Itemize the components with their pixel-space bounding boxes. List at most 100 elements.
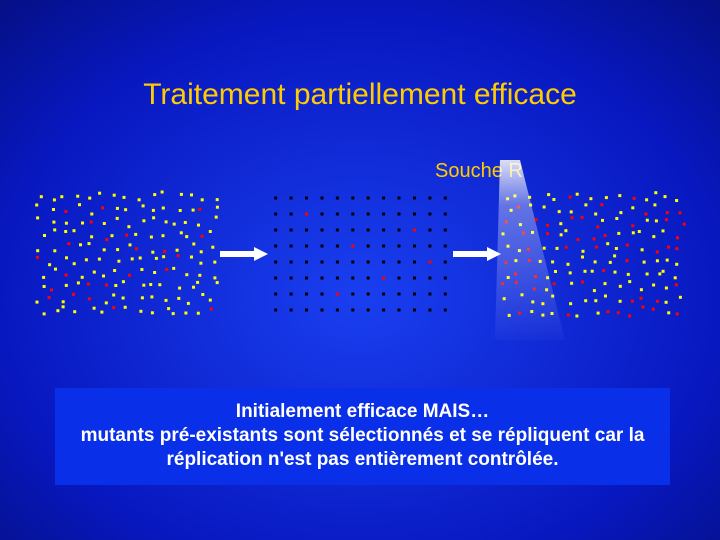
dot xyxy=(653,203,656,206)
dot xyxy=(88,297,91,300)
dot xyxy=(305,229,308,232)
dot xyxy=(201,198,204,201)
dot xyxy=(153,193,156,196)
dot xyxy=(413,277,416,280)
dot xyxy=(73,262,76,265)
dot xyxy=(274,245,277,248)
dot xyxy=(594,213,597,216)
dot xyxy=(351,309,354,312)
dot xyxy=(201,235,204,238)
dot xyxy=(305,197,308,200)
dot xyxy=(539,260,542,263)
dot xyxy=(179,209,182,212)
dot xyxy=(564,229,567,232)
dot xyxy=(584,203,587,206)
dot xyxy=(305,245,308,248)
dot xyxy=(581,256,584,259)
dot xyxy=(290,277,293,280)
dot xyxy=(641,306,644,309)
dot xyxy=(662,270,665,273)
dot xyxy=(666,259,669,262)
dot xyxy=(210,308,213,311)
dot xyxy=(105,284,108,287)
dot xyxy=(336,309,339,312)
dot xyxy=(567,314,570,317)
dot xyxy=(665,301,668,304)
dot xyxy=(615,247,618,250)
dot xyxy=(290,261,293,264)
dot xyxy=(606,242,609,245)
dot xyxy=(152,216,155,219)
dot xyxy=(172,312,175,315)
dot xyxy=(93,307,96,310)
dot xyxy=(631,300,634,303)
dot xyxy=(98,192,101,195)
caption-box: Initialement efficace MAIS…mutants pré-e… xyxy=(55,388,670,485)
dot xyxy=(444,293,447,296)
dot xyxy=(113,194,116,197)
dot xyxy=(444,229,447,232)
dot xyxy=(674,276,677,279)
dot xyxy=(305,261,308,264)
dot xyxy=(162,207,165,210)
dot xyxy=(565,246,568,249)
dot xyxy=(508,314,511,317)
dot xyxy=(428,229,431,232)
dot xyxy=(551,295,554,298)
dot xyxy=(81,276,84,279)
dot xyxy=(198,274,201,277)
dot xyxy=(676,236,679,239)
dot xyxy=(656,259,659,262)
dot xyxy=(552,198,555,201)
dot xyxy=(36,216,39,219)
dot xyxy=(274,293,277,296)
dot xyxy=(200,250,203,253)
dot xyxy=(43,285,46,288)
dot xyxy=(290,213,293,216)
dot xyxy=(196,281,199,284)
population-panel-treated xyxy=(268,190,453,318)
dot xyxy=(336,293,339,296)
dot xyxy=(127,225,130,228)
dot xyxy=(138,198,141,201)
dot xyxy=(48,296,51,299)
dot xyxy=(655,219,658,222)
dot xyxy=(652,235,655,238)
dot xyxy=(290,309,293,312)
dot xyxy=(290,245,293,248)
dot xyxy=(543,247,546,250)
arrow-1 xyxy=(220,249,268,259)
dot xyxy=(546,224,549,227)
dot xyxy=(522,232,525,235)
dot xyxy=(594,260,597,263)
dot xyxy=(305,293,308,296)
dot xyxy=(131,257,134,260)
dot xyxy=(382,293,385,296)
dot xyxy=(128,274,131,277)
dot xyxy=(53,198,56,201)
dot xyxy=(336,261,339,264)
dot xyxy=(184,221,187,224)
dot xyxy=(413,197,416,200)
dot xyxy=(652,284,655,287)
dot xyxy=(321,277,324,280)
dot xyxy=(173,223,176,226)
dot xyxy=(216,206,219,209)
dot xyxy=(73,310,76,313)
dot xyxy=(413,261,416,264)
dot xyxy=(584,299,587,302)
dot xyxy=(165,220,168,223)
dot xyxy=(571,216,574,219)
dot xyxy=(428,309,431,312)
dot xyxy=(216,198,219,201)
dot xyxy=(77,281,80,284)
population-panel-resistant xyxy=(501,190,686,318)
dot xyxy=(428,245,431,248)
dot xyxy=(675,263,678,266)
dot xyxy=(556,247,559,250)
dot xyxy=(514,273,517,276)
dot xyxy=(569,196,572,199)
dot xyxy=(53,228,56,231)
dot xyxy=(444,245,447,248)
dot xyxy=(382,197,385,200)
